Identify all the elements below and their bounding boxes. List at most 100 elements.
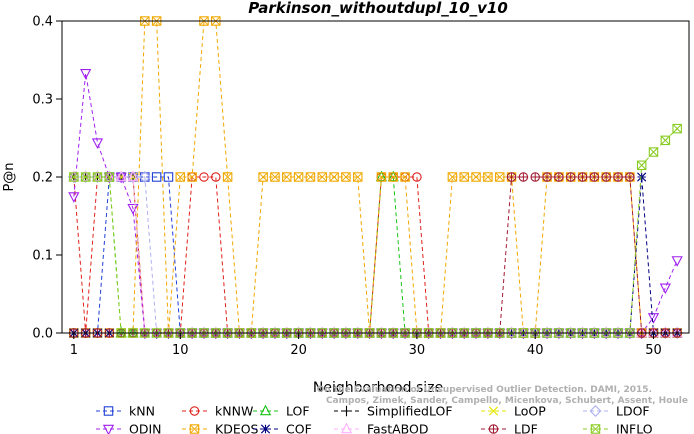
watermark-text: Campos, Zimek, Sander, Campello, Micenko…	[326, 396, 688, 406]
data-point	[494, 172, 505, 182]
data-point	[625, 172, 635, 182]
legend-item: ODIN	[96, 422, 162, 434]
plot-area	[67, 16, 684, 339]
data-point	[127, 170, 139, 182]
x-axis-label: Neighborhood size	[313, 380, 443, 396]
legend-label: LDOF	[616, 404, 650, 419]
data-point	[305, 172, 316, 182]
data-point	[69, 172, 79, 182]
legend-item: LOF	[253, 404, 310, 419]
x-tick-label: 50	[645, 343, 662, 358]
legend-label: FastABOD	[367, 422, 429, 434]
data-point	[115, 170, 127, 182]
y-tick-label: 0.3	[32, 93, 53, 108]
y-axis-label: P@n	[2, 162, 17, 191]
data-point	[400, 172, 410, 182]
data-point	[459, 172, 469, 182]
legend-label: COF	[286, 422, 312, 434]
legend-label: LOF	[286, 404, 310, 419]
legend-marker	[260, 424, 271, 434]
data-point	[222, 172, 233, 182]
data-point	[447, 172, 458, 182]
legend-marker	[189, 424, 200, 434]
data-point	[471, 172, 481, 182]
data-point	[175, 172, 186, 182]
series-line	[73, 128, 678, 334]
legend-label: KDEOS	[215, 422, 259, 434]
legend-marker	[589, 405, 602, 417]
legend: kNN kNNW LOF SimplifiedLOF LoOP LDOF ODIN KDEOS…	[96, 404, 653, 434]
legend-marker	[488, 406, 499, 416]
data-point	[353, 172, 363, 182]
series-line	[73, 73, 678, 334]
watermark-text: On the Evaluation of Unsupervised Outlie…	[317, 385, 652, 395]
data-point	[151, 172, 162, 182]
series-odin	[68, 69, 683, 339]
data-point	[163, 172, 174, 182]
data-point	[601, 172, 611, 182]
legend-marker	[590, 424, 601, 434]
data-point	[317, 172, 328, 182]
legend-marker	[189, 406, 200, 416]
data-point	[270, 172, 280, 182]
legend-label: ODIN	[129, 422, 162, 434]
data-point	[91, 138, 104, 150]
data-point	[329, 172, 339, 182]
legend-item: kNNW	[182, 404, 253, 419]
legend-item: INFLO	[583, 422, 653, 434]
data-point	[530, 172, 540, 182]
y-tick-label: 0.2	[32, 171, 53, 186]
data-point	[589, 172, 600, 182]
data-point	[80, 172, 91, 182]
legend-label: LoOP	[514, 404, 546, 419]
data-point	[647, 313, 660, 324]
series-line	[73, 20, 678, 334]
legend-marker	[341, 405, 352, 417]
data-point	[671, 256, 683, 267]
legend-marker	[340, 422, 353, 434]
data-point	[648, 147, 659, 157]
data-point	[187, 172, 197, 182]
data-point	[341, 172, 351, 182]
legend-item: COF	[253, 422, 312, 434]
data-point	[211, 172, 221, 182]
data-point	[104, 172, 115, 182]
data-point	[80, 69, 92, 80]
data-point	[376, 172, 387, 182]
data-point	[91, 171, 104, 183]
legend-marker	[103, 406, 114, 416]
legend-marker	[488, 424, 499, 434]
data-point	[138, 171, 151, 183]
data-point	[115, 172, 127, 184]
data-point	[636, 160, 647, 171]
data-point	[92, 172, 103, 182]
y-tick-label: 0.1	[32, 249, 53, 264]
legend-label: LDF	[514, 422, 538, 434]
legend-item: LDF	[481, 422, 538, 434]
legend-label: SimplifiedLOF	[367, 404, 453, 419]
legend-item: SimplifiedLOF	[334, 404, 453, 419]
data-point	[672, 123, 682, 134]
legend-item: LDOF	[583, 404, 650, 419]
x-tick-label: 10	[172, 343, 189, 358]
legend-item: FastABOD	[334, 422, 429, 434]
legend-item: LoOP	[481, 404, 546, 419]
data-point	[67, 171, 80, 183]
y-tick-label: 0.4	[32, 15, 53, 30]
data-point	[388, 172, 398, 182]
legend-item: KDEOS	[182, 422, 259, 434]
data-point	[637, 172, 647, 182]
x-tick-label: 40	[527, 343, 544, 358]
legend-label: INFLO	[616, 422, 653, 434]
y-tick-label: 0.0	[32, 327, 53, 342]
data-point	[258, 172, 268, 182]
legend-marker	[259, 404, 272, 416]
axes: 1 10 20 30 40 50 0.0 0.1 0.2 0.3 0.4	[32, 15, 690, 358]
data-point	[565, 172, 576, 182]
data-point	[68, 192, 80, 203]
chart-title: Parkinson_withoutdupl_10_v10	[248, 0, 508, 17]
data-point	[554, 172, 564, 182]
data-point	[79, 171, 92, 183]
data-point	[518, 172, 529, 182]
